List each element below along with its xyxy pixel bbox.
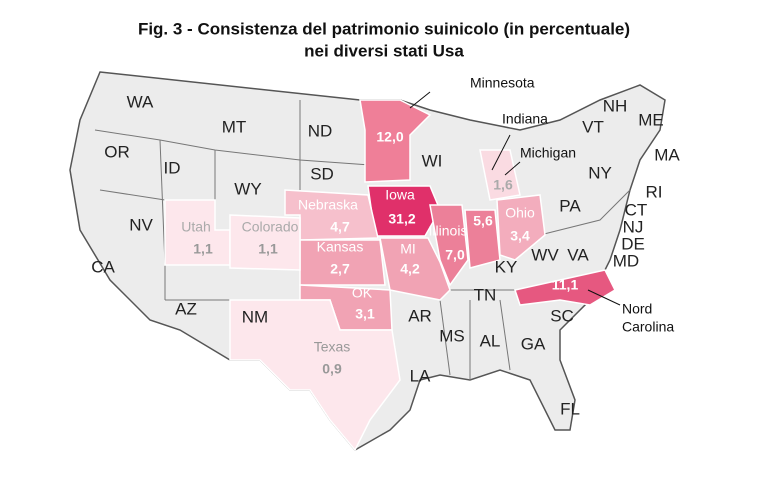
state-shape [514,269,616,306]
state-label: Illinois [429,223,468,239]
state-code: ME [638,110,664,129]
state-code: PA [559,196,581,215]
state-label: OK [352,285,373,301]
state-code: FL [560,399,580,418]
state-code: KY [495,257,518,276]
state-code: WI [422,151,443,170]
state-shape [496,194,546,261]
state-value: 11,1 [552,277,579,293]
state-code: SD [310,164,334,183]
state-shape [359,99,432,183]
title: Fig. 3 - Consistenza del patrimonio suin… [138,19,630,38]
subtitle: nei diversi stati Usa [304,41,464,60]
state-value: 3,1 [355,306,375,322]
state-label: Kansas [317,239,364,255]
state-value: 4,7 [330,219,350,235]
state-label: Nord [622,301,652,317]
callout-lines [409,91,621,306]
state-label: Michigan [520,145,576,161]
state-code: CT [625,200,648,219]
state-code: WY [234,179,261,198]
state-code: NY [588,163,612,182]
state-label: Colorado [242,219,299,235]
state-code: LA [410,366,431,385]
state-value: 1,1 [258,241,278,257]
state-label: Iowa [385,187,415,203]
state-code: WA [127,92,154,111]
state-code: VA [567,245,589,264]
state-label: Minnesota [470,75,535,91]
state-code: WV [531,245,559,264]
state-code: NH [603,96,628,115]
state-code: NJ [623,217,644,236]
state-value: 0,9 [322,361,342,377]
state-value: 12,0 [376,129,403,145]
state-shape [229,299,401,452]
state-value: 4,2 [400,261,420,277]
state-label: MI [400,241,416,257]
state-shape [429,204,469,287]
state-label: Indiana [502,111,548,127]
state-value: 2,7 [330,261,350,277]
state-code: AL [480,331,501,350]
state-code: MS [439,326,465,345]
state-code: MA [654,145,680,164]
state-label: Ohio [505,205,535,221]
state-value: 3,4 [510,228,530,244]
state-code: VT [582,117,604,136]
state-code: NM [242,307,268,326]
state-borders [94,100,631,380]
state-value: 1,6 [493,177,513,193]
state-label: Nebraska [298,197,358,213]
state-shape [479,149,521,201]
state-label-line: Carolina [622,319,674,335]
state-value: 31,2 [388,211,415,227]
state-value: 7,0 [445,247,465,263]
state-code: RI [646,182,663,201]
state-code: DE [621,234,645,253]
state-code: NV [129,215,153,234]
state-shape [229,214,301,271]
state-code: CA [91,257,115,276]
state-value: 5,6 [473,213,493,229]
state-label: Texas [314,339,351,355]
state-code: SC [550,306,574,325]
state-code: MT [222,117,247,136]
state-code: ID [164,158,181,177]
state-shape [464,209,501,269]
state-code: ND [308,121,333,140]
state-label: Utah [181,219,211,235]
state-code: AR [408,306,432,325]
state-value: 1,1 [193,241,213,257]
state-code: TN [474,285,497,304]
state-code: AZ [175,299,197,318]
state-code: GA [521,334,546,353]
state-code: OR [104,142,130,161]
state-code: MD [613,251,639,270]
